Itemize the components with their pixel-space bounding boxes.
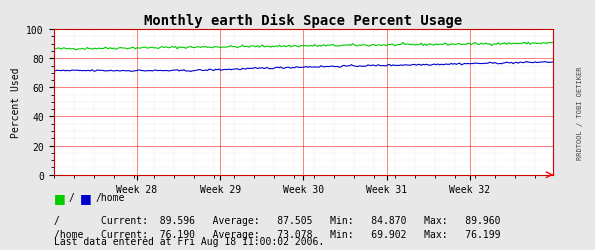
Text: /home   Current:  76.190   Average:   73.078   Min:   69.902   Max:   76.199: /home Current: 76.190 Average: 73.078 Mi…	[54, 229, 500, 239]
Text: ■: ■	[80, 191, 92, 204]
Text: /: /	[68, 192, 74, 202]
Text: Last data entered at Fri Aug 18 11:00:02 2006.: Last data entered at Fri Aug 18 11:00:02…	[54, 236, 324, 246]
Title: Monthly earth Disk Space Percent Usage: Monthly earth Disk Space Percent Usage	[145, 13, 462, 28]
Text: ■: ■	[54, 191, 65, 204]
Text: /       Current:  89.596   Average:   87.505   Min:   84.870   Max:   89.960: / Current: 89.596 Average: 87.505 Min: 8…	[54, 215, 500, 225]
Text: /home: /home	[95, 192, 124, 202]
Text: RRDTOOL / TOBI OETIKER: RRDTOOL / TOBI OETIKER	[577, 66, 583, 159]
Y-axis label: Percent Used: Percent Used	[11, 68, 21, 138]
